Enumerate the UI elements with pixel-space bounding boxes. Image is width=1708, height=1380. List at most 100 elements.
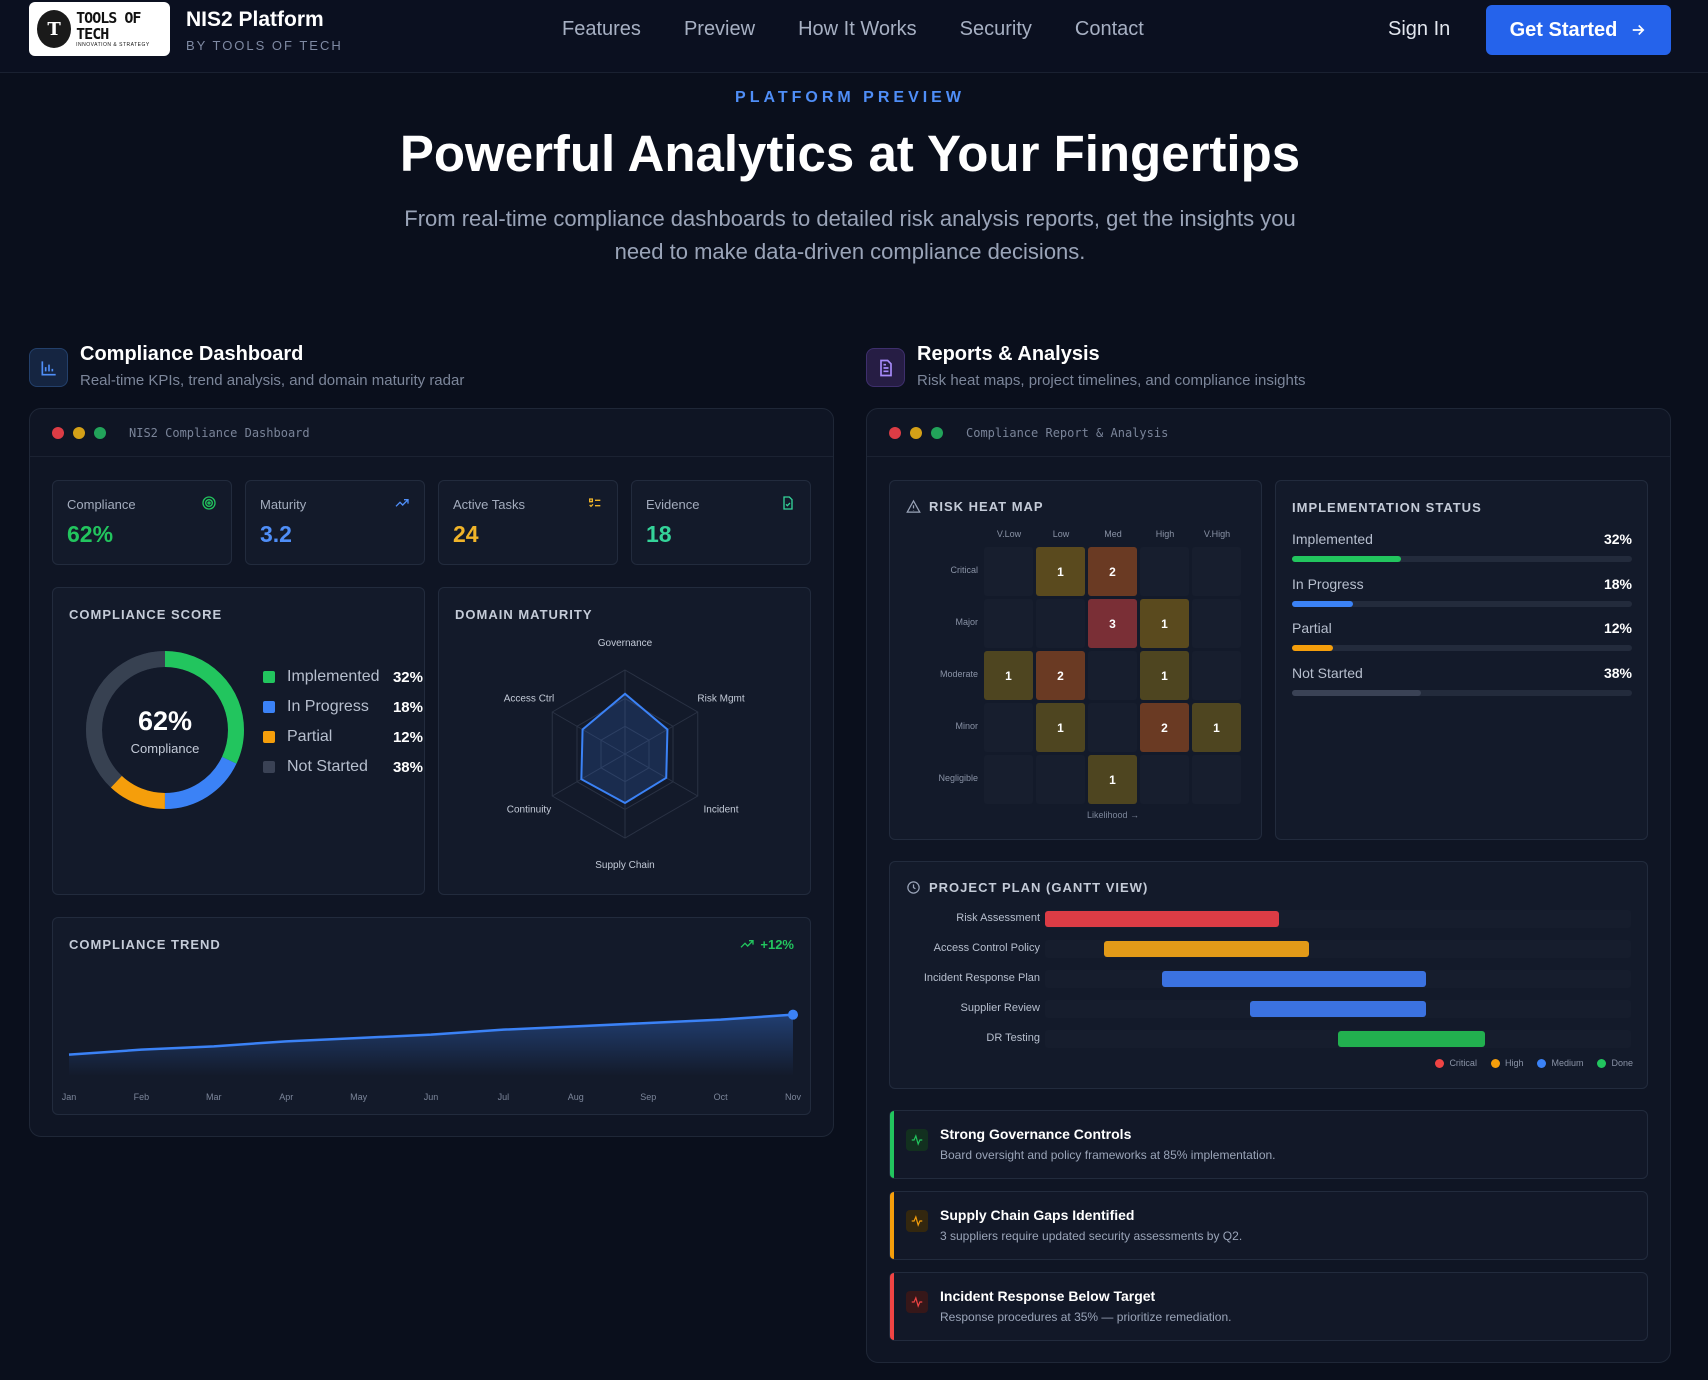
heatmap-cell[interactable]: [1192, 755, 1241, 804]
heatmap-cell[interactable]: [1192, 599, 1241, 648]
arrow-right-icon: [1633, 24, 1645, 36]
heatmap-cell[interactable]: [1140, 755, 1189, 804]
file-check-icon: [783, 496, 793, 510]
logo-icon: T: [37, 10, 72, 48]
radar-axis-line: [624, 711, 698, 755]
gantt-bar[interactable]: [1045, 911, 1280, 927]
reports-subtitle: Risk heat maps, project timelines, and c…: [917, 372, 1306, 389]
legend-item-not-started: Not Started 38%: [263, 758, 423, 776]
heatmap-cell[interactable]: [984, 547, 1033, 596]
radar-axis-label: Governance: [598, 638, 653, 649]
window-maximize-dot[interactable]: [931, 426, 943, 439]
heatmap-col-label: Med: [1104, 529, 1122, 539]
insight-card[interactable]: Incident Response Below Target Response …: [889, 1272, 1648, 1341]
heatmap-cell[interactable]: 2: [1140, 703, 1189, 752]
brand-subtitle: BY TOOLS OF TECH: [186, 38, 343, 53]
window-minimize-dot[interactable]: [910, 426, 922, 439]
target-icon: [202, 496, 216, 510]
insight-card[interactable]: Supply Chain Gaps Identified 3 suppliers…: [889, 1191, 1648, 1260]
activity-icon: [906, 1291, 928, 1313]
trend-x-tick: Sep: [640, 1092, 656, 1102]
window-title: NIS2 Compliance Dashboard: [129, 425, 310, 440]
donut-segment-not-started[interactable]: [86, 651, 244, 809]
heatmap-cell[interactable]: [984, 755, 1033, 804]
compliance-score-card: COMPLIANCE SCORE 62% Compliance Implemen…: [52, 587, 425, 895]
impl-row-in-progress: In Progress 18%: [1292, 576, 1632, 607]
impl-fill-partial: [1292, 645, 1333, 651]
kpi-card-maturity[interactable]: Maturity 3.2: [245, 480, 425, 565]
heatmap-cell[interactable]: [984, 599, 1033, 648]
window-close-dot[interactable]: [52, 426, 64, 439]
radar-axis-label: Incident: [704, 804, 739, 815]
heatmap-cell[interactable]: 1: [1088, 755, 1137, 804]
heatmap-cell[interactable]: [1192, 651, 1241, 700]
trend-x-tick: Jul: [498, 1092, 510, 1102]
heatmap-cell[interactable]: [1036, 599, 1085, 648]
activity-icon: [906, 1129, 928, 1151]
kpi-label: Compliance: [67, 497, 136, 512]
heatmap-cell[interactable]: [1088, 651, 1137, 700]
insight-title: Incident Response Below Target: [940, 1288, 1156, 1304]
heatmap-cell[interactable]: [1036, 755, 1085, 804]
nav-link-preview[interactable]: Preview: [683, 18, 756, 40]
trend-x-tick: May: [350, 1092, 368, 1102]
heatmap-cell[interactable]: 1: [984, 651, 1033, 700]
logo[interactable]: T TOOLS OF TECH INNOVATION & STRATEGY: [29, 2, 170, 56]
heatmap-cell[interactable]: [1140, 547, 1189, 596]
activity-icon: [906, 1210, 928, 1232]
heatmap-cell[interactable]: 2: [1088, 547, 1137, 596]
heatmap-cell[interactable]: [1088, 703, 1137, 752]
gantt-task-label: Risk Assessment: [956, 912, 1040, 924]
insight-card[interactable]: Strong Governance Controls Board oversig…: [889, 1110, 1648, 1179]
nav-link-contact[interactable]: Contact: [1074, 18, 1144, 40]
gantt-bar[interactable]: [1162, 971, 1426, 987]
heatmap-cell[interactable]: 1: [1140, 651, 1189, 700]
risk-heatmap-card: RISK HEAT MAP V.Low Low Med High V.High Criti…: [889, 480, 1262, 840]
nav-link-how-it-works[interactable]: How It Works: [798, 18, 917, 40]
card-heading: DOMAIN MATURITY: [455, 607, 593, 622]
gantt-legend: Critical High Medium Done: [1435, 1058, 1633, 1068]
gantt-task-label: Incident Response Plan: [923, 972, 1040, 984]
impl-fill-implemented: [1292, 556, 1401, 562]
heatmap-cell[interactable]: 1: [1192, 703, 1241, 752]
gantt-bar[interactable]: [1250, 1001, 1426, 1017]
heatmap-cell[interactable]: 1: [1036, 547, 1085, 596]
trending-up-icon: [740, 940, 755, 948]
heatmap-cell[interactable]: 1: [1140, 599, 1189, 648]
alert-triangle-icon: [906, 499, 921, 513]
trend-line: [68, 1013, 794, 1056]
trend-x-tick: Jan: [62, 1092, 77, 1102]
dashboard-window: NIS2 Compliance Dashboard Compliance 62%…: [29, 408, 834, 1137]
heatmap-cell[interactable]: [984, 703, 1033, 752]
heatmap-cell[interactable]: [1192, 547, 1241, 596]
window-close-dot[interactable]: [889, 426, 901, 439]
kpi-card-active-tasks[interactable]: Active Tasks 24: [438, 480, 618, 565]
kpi-card-compliance[interactable]: Compliance 62%: [52, 480, 232, 565]
window-maximize-dot[interactable]: [94, 426, 106, 439]
kpi-card-evidence[interactable]: Evidence 18: [631, 480, 811, 565]
hero-title: Powerful Analytics at Your Fingertips: [399, 125, 1301, 182]
trend-x-tick: Aug: [568, 1092, 584, 1102]
gantt-card: PROJECT PLAN (GANTT VIEW) Risk Assessmen…: [889, 861, 1648, 1089]
sign-in-link[interactable]: Sign In: [1388, 18, 1451, 40]
gantt-chart: Risk Assessment Access Control Policy Inci…: [890, 862, 1649, 1090]
gantt-bar[interactable]: [1338, 1031, 1485, 1047]
gantt-legend-item: Medium: [1537, 1058, 1583, 1068]
trend-point-latest[interactable]: [788, 1009, 798, 1020]
heatmap-cell[interactable]: 1: [1036, 703, 1085, 752]
gantt-legend-item: Critical: [1435, 1058, 1477, 1068]
heatmap-cell[interactable]: 2: [1036, 651, 1085, 700]
reports-section-header: Reports & Analysis Risk heat maps, proje…: [866, 343, 1306, 389]
donut-segment-in-progress[interactable]: [86, 651, 244, 809]
heatmap-cell[interactable]: 3: [1088, 599, 1137, 648]
nav-link-features[interactable]: Features: [562, 18, 641, 40]
heatmap-row-label: Moderate: [939, 669, 978, 679]
gantt-bar[interactable]: [1103, 941, 1309, 957]
dashboard-section-header: Compliance Dashboard Real-time KPIs, tre…: [29, 343, 464, 389]
get-started-button[interactable]: Get Started: [1486, 5, 1671, 55]
dashboard-title: Compliance Dashboard: [80, 343, 304, 365]
nav-link-security[interactable]: Security: [959, 18, 1032, 40]
window-minimize-dot[interactable]: [73, 426, 85, 439]
kpi-label: Active Tasks: [453, 497, 526, 512]
card-heading: COMPLIANCE TREND: [69, 937, 221, 952]
